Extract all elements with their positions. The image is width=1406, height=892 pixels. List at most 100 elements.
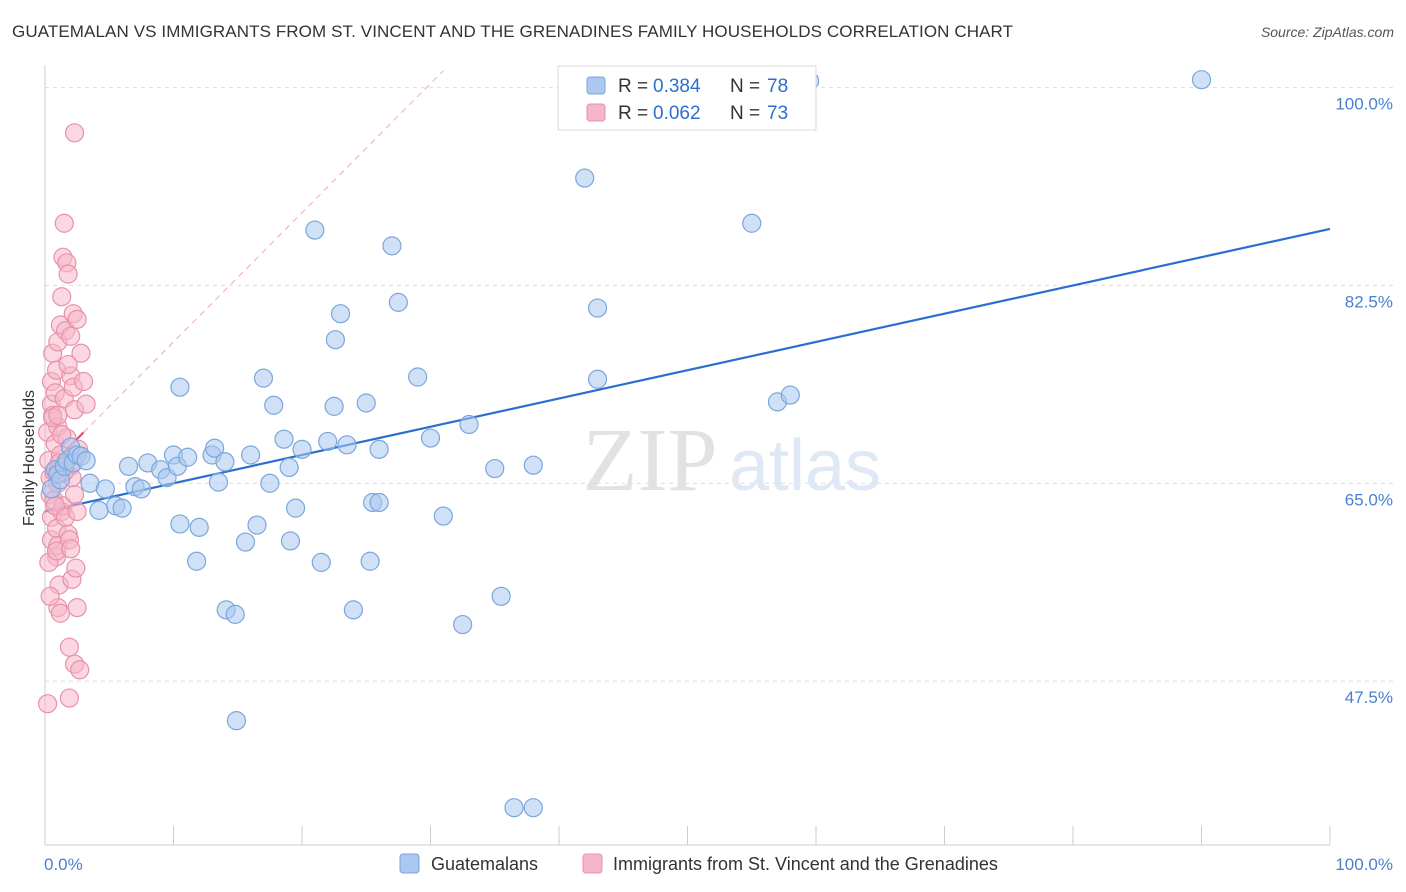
point-st-vincent [66,558,86,578]
legend-r-label-1: R = [618,76,653,97]
data-points [37,70,1212,818]
legend-swatch-pink [586,103,606,122]
point-guatemalans [459,414,479,435]
point-st-vincent [48,405,68,426]
point-guatemalans [285,498,306,518]
point-guatemalans [575,168,595,188]
source-label: Source: ZipAtlas.com [1260,24,1394,40]
trend-line-guatemalans [44,227,1331,513]
point-guatemalans [95,479,115,499]
point-guatemalans [241,445,261,465]
point-st-vincent [71,343,91,363]
point-st-vincent [73,371,94,392]
legend-n-label-1: N = [730,76,765,97]
point-guatemalans [587,298,608,318]
legend-n-value-2: 73 [767,103,788,124]
point-st-vincent [37,694,58,714]
point-st-vincent [64,484,85,505]
gridlines [45,87,1393,682]
point-guatemalans [382,236,402,256]
point-guatemalans [189,517,209,537]
legend-r-label-2: R = [618,103,653,124]
point-guatemalans [388,292,408,312]
bottom-legend-label-1: Guatemalans [431,854,538,874]
point-guatemalans [420,428,441,448]
chart-title: GUATEMALAN VS IMMIGRANTS FROM ST. VINCEN… [12,22,1014,41]
point-st-vincent [61,539,81,559]
point-guatemalans [131,479,151,499]
point-guatemalans [356,393,376,413]
x-tick-label: 100.0% [1335,855,1393,874]
x-tick-label: 0.0% [44,855,83,874]
point-guatemalans [89,500,109,520]
bottom-legend-swatch-blue [399,853,420,874]
point-guatemalans [208,472,229,492]
trend-line-st-vincent [83,70,444,433]
point-guatemalans [305,220,325,240]
legend-r-value-2: 0.062 [653,103,701,124]
bottom-legend-swatch-pink [582,853,603,874]
point-guatemalans [215,452,235,472]
point-guatemalans [360,551,380,571]
point-guatemalans [279,457,299,478]
point-st-vincent [58,354,78,375]
legend-n-value-1: 78 [767,76,788,97]
bottom-legend-label-2: Immigrants from St. Vincent and the Gren… [613,854,998,874]
point-guatemalans [280,531,301,551]
point-st-vincent [59,637,80,657]
point-st-vincent [70,660,90,680]
point-guatemalans [274,429,294,449]
point-guatemalans [235,532,256,552]
point-guatemalans [205,438,225,458]
point-guatemalans [369,439,389,459]
y-tick-label: 82.5% [1345,292,1393,311]
point-guatemalans [187,551,207,571]
point-st-vincent [50,603,71,623]
point-guatemalans [324,396,344,416]
y-axis-label: Family Households [21,390,38,526]
point-guatemalans [337,435,357,455]
point-guatemalans [253,368,274,388]
point-guatemalans [330,304,351,324]
point-st-vincent [67,598,87,618]
point-st-vincent [54,213,74,233]
point-guatemalans [76,451,96,471]
point-guatemalans [742,213,762,233]
point-guatemalans [318,431,338,452]
point-guatemalans [485,458,505,479]
tick-labels: 100.0% 82.5% 65.0% 47.5% 0.0% 100.0% [44,95,1393,874]
point-guatemalans [264,395,284,415]
point-st-vincent [67,501,87,522]
point-st-vincent [64,123,85,143]
y-tick-label: 100.0% [1335,95,1393,114]
point-guatemalans [325,330,346,350]
point-guatemalans [523,798,543,818]
point-guatemalans [453,614,473,635]
legend-swatch-blue [586,76,606,95]
point-st-vincent [40,586,60,606]
point-st-vincent [59,688,80,708]
point-guatemalans [225,604,245,624]
point-guatemalans [170,514,190,534]
point-guatemalans [369,492,389,513]
watermark-zip: ZIP [583,411,718,510]
point-guatemalans [780,385,800,405]
point-st-vincent [61,326,81,346]
point-guatemalans [504,798,524,818]
point-guatemalans [112,498,132,518]
point-guatemalans [292,439,312,459]
point-guatemalans [433,506,453,526]
point-guatemalans [311,552,331,572]
y-tick-label: 47.5% [1345,688,1393,707]
point-guatemalans [1191,70,1212,90]
point-st-vincent [76,394,96,414]
y-tick-label: 65.0% [1345,490,1393,509]
bottom-legend: Guatemalans Immigrants from St. Vincent … [399,853,998,874]
point-st-vincent [52,287,72,307]
point-guatemalans [118,456,139,476]
point-guatemalans [170,377,190,397]
point-guatemalans [343,600,363,620]
point-guatemalans [491,586,511,606]
point-guatemalans [587,369,608,389]
